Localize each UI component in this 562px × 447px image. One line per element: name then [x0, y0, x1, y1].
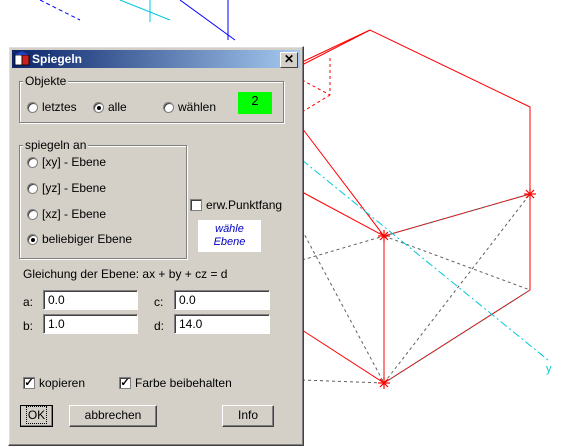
copy-checkbox[interactable]: ✓ kopieren	[23, 375, 85, 391]
box-hidden-edges	[301, 58, 331, 113]
radio-indicator[interactable]	[27, 233, 38, 245]
radio-label: [yz] - Ebene	[42, 181, 107, 195]
model-edge	[179, 0, 236, 41]
radio-waehlen[interactable]: wählen	[163, 99, 216, 115]
choose-plane-line1: wähle	[215, 223, 244, 235]
radio-indicator[interactable]	[27, 101, 38, 113]
field-b-label: b:	[23, 319, 34, 333]
checkbox-indicator[interactable]: ✓	[23, 377, 35, 389]
radio-xy-plane[interactable]: [xy] - Ebene	[27, 154, 106, 170]
radio-arbitrary-plane[interactable]: beliebiger Ebene	[27, 231, 132, 247]
extended-snap-checkbox[interactable]: erw.Punktfang	[190, 197, 282, 213]
field-d-input[interactable]: 14.0	[174, 314, 270, 334]
checkbox-indicator[interactable]	[190, 199, 202, 211]
field-a-input[interactable]: 0.0	[43, 290, 138, 310]
radio-xz-plane[interactable]: [xz] - Ebene	[27, 206, 106, 222]
objects-group-label: Objekte	[23, 74, 69, 88]
dialog-title: Spiegeln	[32, 52, 83, 66]
close-button[interactable]: ✕	[280, 52, 298, 68]
dialog-titlebar[interactable]: Spiegeln ✕	[12, 50, 300, 68]
radio-label: [xz] - Ebene	[42, 207, 107, 221]
field-d-label: d:	[154, 319, 165, 333]
radio-label: [xy] - Ebene	[42, 155, 107, 169]
point-marker	[524, 188, 536, 200]
field-b-input[interactable]: 1.0	[43, 314, 138, 334]
mirror-plane-group	[19, 145, 187, 259]
app-icon	[14, 51, 30, 66]
checkbox-label: Farbe beibehalten	[135, 376, 232, 390]
radio-indicator[interactable]	[27, 156, 38, 168]
cancel-button[interactable]: abbrechen	[69, 405, 157, 427]
object-count-badge: 2	[238, 92, 272, 114]
construction-lines	[301, 193, 531, 384]
radio-indicator[interactable]	[163, 101, 174, 113]
point-marker	[378, 377, 390, 389]
radio-indicator[interactable]	[27, 208, 38, 220]
radio-yz-plane[interactable]: [yz] - Ebene	[27, 180, 106, 196]
keep-color-checkbox[interactable]: ✓ Farbe beibehalten	[119, 375, 232, 391]
hidden-edge	[39, 0, 81, 21]
axis-label-y: y	[546, 363, 552, 375]
radio-label: alle	[108, 100, 127, 114]
radio-alle[interactable]: alle	[93, 99, 127, 115]
close-icon: ✕	[283, 52, 295, 66]
ok-button[interactable]: OK	[20, 405, 53, 427]
checkbox-indicator[interactable]: ✓	[119, 377, 131, 389]
y-axis-line	[301, 159, 549, 361]
point-marker	[378, 230, 390, 242]
info-button[interactable]: Info	[222, 405, 274, 427]
point-markers	[378, 188, 536, 389]
radio-label: beliebiger Ebene	[42, 232, 133, 246]
checkbox-label: erw.Punktfang	[206, 198, 283, 212]
axis-line	[119, 0, 171, 21]
equation-label: Gleichung der Ebene: ax + by + cz = d	[23, 267, 228, 281]
field-c-input[interactable]: 0.0	[174, 290, 270, 310]
mirrored-box	[301, 29, 531, 384]
choose-plane-button[interactable]: wähle Ebene	[198, 220, 261, 252]
radio-label: letztes	[42, 100, 77, 114]
radio-indicator[interactable]	[93, 101, 104, 113]
mirror-plane-group-label: spiegeln an	[23, 138, 89, 152]
radio-indicator[interactable]	[27, 182, 38, 194]
field-c-label: c:	[154, 295, 164, 309]
radio-label: wählen	[178, 100, 217, 114]
field-a-label: a:	[23, 295, 34, 309]
choose-plane-line2: Ebene	[213, 236, 246, 248]
checkbox-label: kopieren	[39, 376, 86, 390]
mirror-dialog: Spiegeln ✕ Objekte letztes alle wählen 2…	[8, 46, 304, 446]
radio-letztes[interactable]: letztes	[27, 99, 77, 115]
objects-group	[19, 81, 284, 123]
